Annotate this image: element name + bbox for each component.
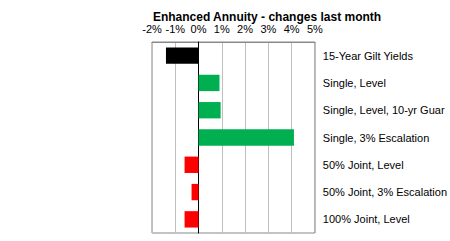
- svg-text:-1%: -1%: [165, 23, 185, 35]
- svg-text:15-Year Gilt Yields: 15-Year Gilt Yields: [323, 50, 414, 62]
- svg-text:-2%: -2%: [142, 23, 162, 35]
- svg-text:0%: 0%: [191, 23, 207, 35]
- svg-text:3%: 3%: [260, 23, 276, 35]
- svg-text:5%: 5%: [307, 23, 323, 35]
- svg-text:50% Joint, 3% Escalation: 50% Joint, 3% Escalation: [323, 186, 447, 198]
- svg-text:1%: 1%: [214, 23, 230, 35]
- svg-text:Single, 3% Escalation: Single, 3% Escalation: [323, 132, 429, 144]
- svg-text:2%: 2%: [237, 23, 253, 35]
- svg-text:Single, Level: Single, Level: [323, 77, 386, 89]
- svg-text:50% Joint, Level: 50% Joint, Level: [323, 159, 404, 171]
- svg-text:100% Joint, Level: 100% Joint, Level: [323, 213, 410, 225]
- svg-text:Single, Level, 10-yr Guar: Single, Level, 10-yr Guar: [323, 104, 445, 116]
- svg-text:Enhanced Annuity - changes las: Enhanced Annuity - changes last month: [153, 10, 381, 24]
- svg-text:4%: 4%: [284, 23, 300, 35]
